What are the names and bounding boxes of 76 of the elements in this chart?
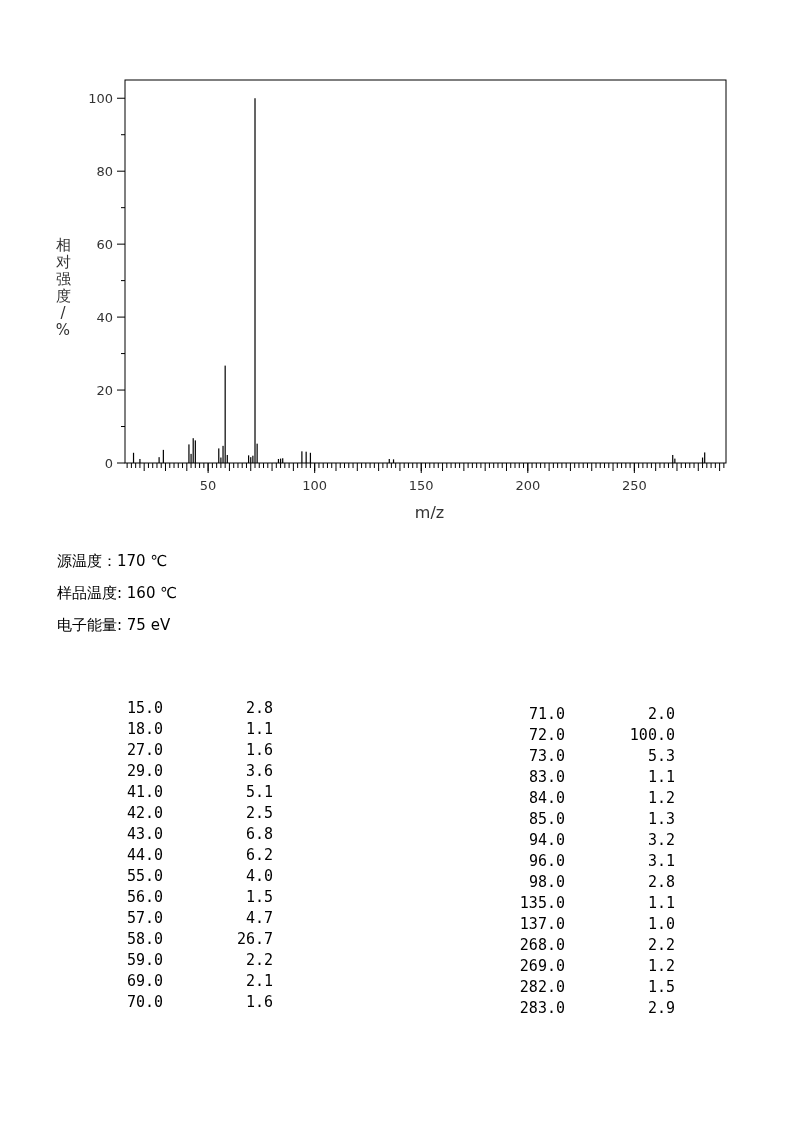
text: 3.1	[647, 852, 675, 870]
text: 2.8	[245, 699, 273, 717]
text: 源温度：170 ℃	[57, 552, 168, 570]
text: 5.3	[647, 747, 675, 765]
text: 42.0	[126, 804, 163, 822]
text: 59.0	[126, 951, 163, 969]
text: 283.0	[519, 999, 565, 1017]
text: 84.0	[528, 789, 565, 807]
y-tick-label: 0	[104, 456, 113, 471]
text: 4.7	[245, 909, 273, 927]
text: 56.0	[126, 888, 163, 906]
y-axis-title: 相对强度/%	[55, 236, 71, 339]
text: 98.0	[528, 873, 565, 891]
text: 电子能量: 75 eV	[57, 616, 171, 634]
text: 43.0	[126, 825, 163, 843]
text: 29.0	[126, 762, 163, 780]
text: 55.0	[126, 867, 163, 885]
text: 268.0	[519, 936, 565, 954]
x-tick-label: 250	[621, 478, 647, 493]
text: 3.2	[647, 831, 675, 849]
text: 69.0	[126, 972, 163, 990]
text: 96.0	[528, 852, 565, 870]
text: 样品温度: 160 ℃	[57, 584, 178, 602]
text: 18.0	[126, 720, 163, 738]
text: 58.0	[126, 930, 163, 948]
x-tick-label: 100	[302, 478, 328, 493]
text: 44.0	[126, 846, 163, 864]
text: 1.0	[647, 915, 675, 933]
x-tick-label: 200	[515, 478, 541, 493]
text: 1.2	[647, 789, 675, 807]
text: 2.8	[647, 873, 675, 891]
text: 269.0	[519, 957, 565, 975]
text: 1.5	[647, 978, 675, 996]
text: 57.0	[126, 909, 163, 927]
x-tick-label: 150	[408, 478, 434, 493]
text: 2.2	[245, 951, 273, 969]
text: 1.3	[647, 810, 675, 828]
text: 4.0	[245, 867, 273, 885]
text: 15.0	[126, 699, 163, 717]
text: 1.1	[245, 720, 273, 738]
text: 137.0	[519, 915, 565, 933]
y-tick-label: 100	[88, 91, 113, 107]
text: 1.5	[245, 888, 273, 906]
text: 71.0	[528, 705, 565, 723]
y-tick-label: 60	[96, 237, 113, 253]
text: 73.0	[528, 747, 565, 765]
text: 6.2	[245, 846, 273, 864]
text: 1.2	[647, 957, 675, 975]
text: 2.9	[647, 999, 675, 1017]
text: 26.7	[236, 930, 273, 948]
text: 1.1	[647, 768, 675, 786]
text: 282.0	[519, 978, 565, 996]
text: 27.0	[126, 741, 163, 759]
y-tick-label: 80	[96, 164, 113, 180]
text: 2.2	[647, 936, 675, 954]
text: 1.6	[245, 993, 273, 1011]
text: 6.8	[245, 825, 273, 843]
text: 2.0	[647, 705, 675, 723]
text: 70.0	[126, 993, 163, 1011]
text: 100.0	[629, 726, 675, 744]
x-axis-title: m/z	[414, 503, 445, 522]
text: 85.0	[528, 810, 565, 828]
text: 1.6	[245, 741, 273, 759]
y-tick-label: 40	[96, 310, 113, 326]
text: 2.1	[245, 972, 273, 990]
text: 72.0	[528, 726, 565, 744]
text: 94.0	[528, 831, 565, 849]
text: 83.0	[528, 768, 565, 786]
x-tick-label: 50	[199, 478, 217, 493]
text: 5.1	[245, 783, 273, 801]
text: 41.0	[126, 783, 163, 801]
text: 3.6	[245, 762, 273, 780]
y-tick-label: 20	[96, 383, 113, 399]
text: 2.5	[245, 804, 273, 822]
text: 1.1	[647, 894, 675, 912]
text: 135.0	[519, 894, 565, 912]
